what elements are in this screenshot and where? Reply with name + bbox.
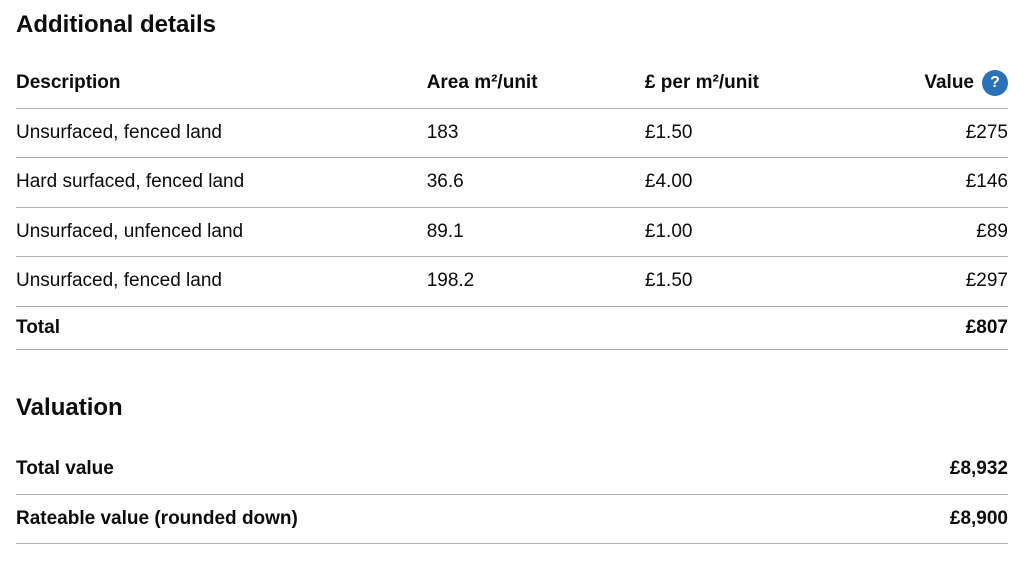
table-header-row: Description Area m²/unit £ per m²/unit V…: [16, 59, 1008, 109]
cell-price: £4.00: [644, 157, 846, 208]
column-header-value: Value ?: [845, 59, 1008, 109]
cell-value: £297: [845, 256, 1008, 307]
valuation-table: Total value £8,932 Rateable value (round…: [16, 445, 1008, 544]
cell-description: Unsurfaced, unfenced land: [16, 207, 427, 257]
valuation-label: Total value: [16, 445, 848, 495]
cell-area: 183: [426, 108, 645, 158]
cell-description: Unsurfaced, fenced land: [16, 108, 427, 158]
cell-description: Hard surfaced, fenced land: [16, 157, 427, 208]
valuation-row: Rateable value (rounded down) £8,900: [16, 494, 1008, 544]
table-row: Unsurfaced, unfenced land 89.1 £1.00 £89: [16, 207, 1008, 257]
additional-details-heading: Additional details: [16, 11, 217, 38]
additional-details-table: Description Area m²/unit £ per m²/unit V…: [16, 59, 1008, 350]
table-row: Unsurfaced, fenced land 198.2 £1.50 £297: [16, 256, 1008, 307]
cell-price: £1.00: [644, 207, 846, 257]
cell-price: £1.50: [644, 108, 846, 158]
cell-description: Unsurfaced, fenced land: [16, 256, 427, 307]
table-row: Unsurfaced, fenced land 183 £1.50 £275: [16, 108, 1008, 158]
valuation-heading: Valuation: [16, 394, 123, 421]
valuation-label: Rateable value (rounded down): [16, 494, 848, 544]
table-total-row: Total £807: [16, 306, 1008, 350]
cell-area: 36.6: [426, 157, 645, 208]
valuation-value: £8,900: [847, 494, 1008, 544]
valuation-value: £8,932: [847, 445, 1008, 495]
table-row: Hard surfaced, fenced land 36.6 £4.00 £1…: [16, 157, 1008, 208]
total-label: Total: [16, 306, 427, 350]
column-header-description: Description: [16, 59, 427, 109]
cell-value: £146: [845, 157, 1008, 208]
column-header-value-label: Value: [924, 72, 974, 93]
cell-price: £1.50: [644, 256, 846, 307]
empty-cell: [644, 306, 846, 350]
value-help-icon[interactable]: ?: [982, 70, 1008, 97]
cell-value: £89: [845, 207, 1008, 257]
column-header-price: £ per m²/unit: [644, 59, 846, 109]
cell-value: £275: [845, 108, 1008, 158]
cell-area: 89.1: [426, 207, 645, 257]
valuation-row: Total value £8,932: [16, 445, 1008, 495]
column-header-area: Area m²/unit: [426, 59, 645, 109]
cell-area: 198.2: [426, 256, 645, 307]
empty-cell: [426, 306, 645, 350]
total-value: £807: [845, 306, 1008, 350]
